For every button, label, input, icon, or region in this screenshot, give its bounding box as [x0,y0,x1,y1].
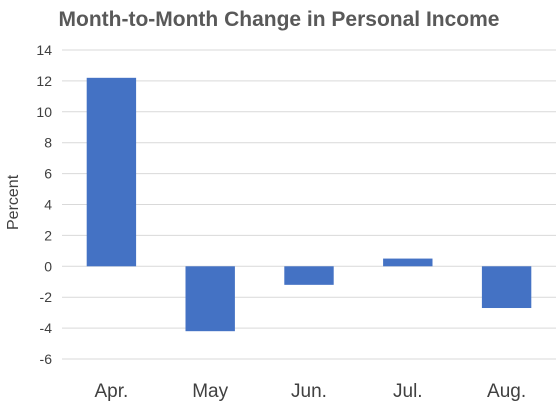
bar-aug [481,266,532,309]
y-tick-label: -4 [40,320,53,336]
bar-layer [86,77,532,332]
y-tick-label: 0 [44,258,52,274]
y-tick-label: 14 [36,42,52,58]
chart-title: Month-to-Month Change in Personal Income [58,8,500,31]
bar-jun [284,266,334,285]
y-tick-label: 10 [36,104,52,120]
y-tick-label: 6 [44,166,52,182]
bar-jul [383,258,433,267]
x-tick-label: May [192,381,228,402]
x-tick-labels: Apr. May Jun. Jul. Aug. [94,381,526,402]
bar-apr [86,77,137,267]
x-tick-label: Jun. [291,381,327,402]
y-tick-label: 8 [44,135,52,151]
y-tick-label: -6 [40,351,53,367]
y-tick-label: 4 [44,197,52,213]
y-tick-labels: -6 -4 -2 0 2 4 6 8 10 12 14 [36,42,52,367]
y-tick-label: -2 [40,289,53,305]
x-tick-label: Jul. [393,381,423,402]
x-tick-label: Apr. [94,381,128,402]
x-tick-label: Aug. [487,381,526,402]
y-tick-label: 12 [36,73,52,89]
y-tick-label: 2 [44,227,52,243]
bar-may [185,266,235,332]
